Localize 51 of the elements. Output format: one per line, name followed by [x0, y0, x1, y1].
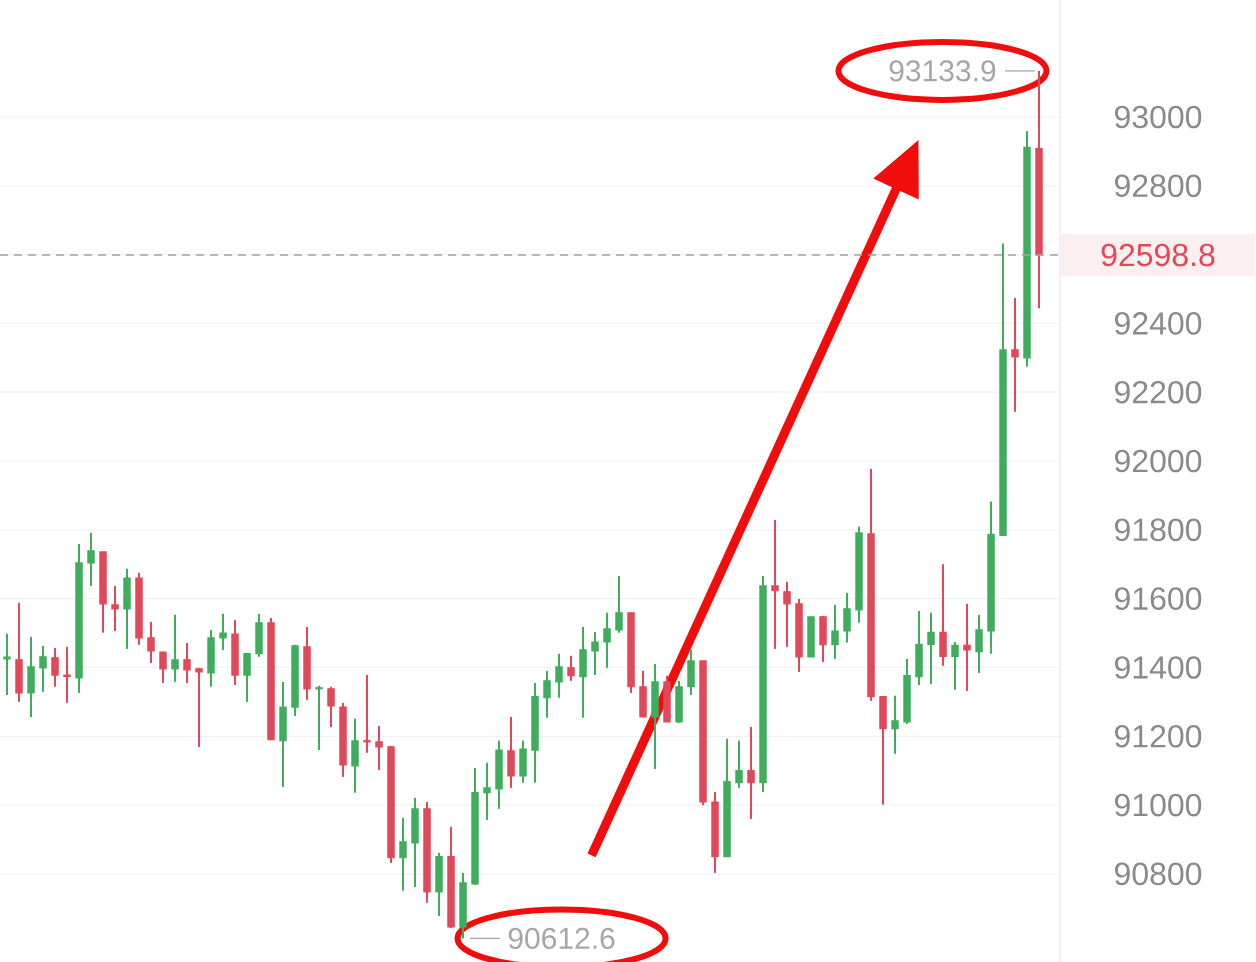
candlestick — [219, 612, 227, 651]
ref-line-label: 92598.8 — [1101, 243, 1215, 267]
y-tick-label: 90800 — [1115, 862, 1202, 886]
candlestick — [891, 694, 899, 755]
candlestick — [375, 724, 383, 771]
candlestick — [975, 613, 983, 674]
y-tick-label: 93000 — [1115, 105, 1202, 129]
candlestick — [951, 641, 959, 691]
candlestick — [591, 631, 599, 677]
candlestick — [831, 603, 839, 660]
candlestick — [963, 602, 971, 692]
candlestick — [843, 591, 851, 644]
y-tick-label: 92000 — [1115, 449, 1202, 473]
y-tick-label: 91800 — [1115, 518, 1202, 542]
candlestick — [111, 584, 119, 632]
candlestick — [615, 574, 623, 634]
y-tick-label: 92400 — [1115, 312, 1202, 335]
candlestick — [735, 739, 743, 789]
candlestick — [315, 684, 323, 752]
candlestick — [3, 632, 11, 696]
y-tick-label: 91600 — [1115, 587, 1202, 610]
y-tick-label: 92200 — [1115, 380, 1202, 404]
candlestick — [195, 666, 203, 748]
candlestick — [543, 669, 551, 719]
candlestick — [87, 531, 95, 587]
candlestick — [747, 725, 755, 820]
y-tick-label: 91400 — [1115, 656, 1202, 679]
candlestick — [63, 645, 71, 704]
candlestick — [783, 580, 791, 648]
candlestick — [327, 685, 335, 728]
candlestick — [399, 816, 407, 892]
annotation: 90612.6 — [508, 927, 615, 949]
candlestick — [567, 654, 575, 682]
candlestick — [243, 652, 251, 703]
y-tick-label: 91000 — [1115, 793, 1202, 817]
candlestick — [159, 650, 167, 684]
candlestick — [51, 646, 59, 688]
candlestick — [927, 611, 935, 685]
annotation: 93133.9 — [889, 60, 996, 82]
y-tick-label: 91200 — [1115, 724, 1202, 748]
y-tick-label: 92800 — [1115, 174, 1202, 198]
candlestick — [483, 761, 491, 821]
candlestick — [555, 652, 563, 699]
candlestick — [1011, 296, 1019, 413]
candlestick — [39, 644, 47, 693]
candlestick — [147, 621, 155, 664]
candlestick — [171, 613, 179, 683]
candlestick — [771, 518, 779, 650]
candlestick — [603, 611, 611, 669]
candlestick — [363, 674, 371, 754]
candlestick — [183, 642, 191, 684]
